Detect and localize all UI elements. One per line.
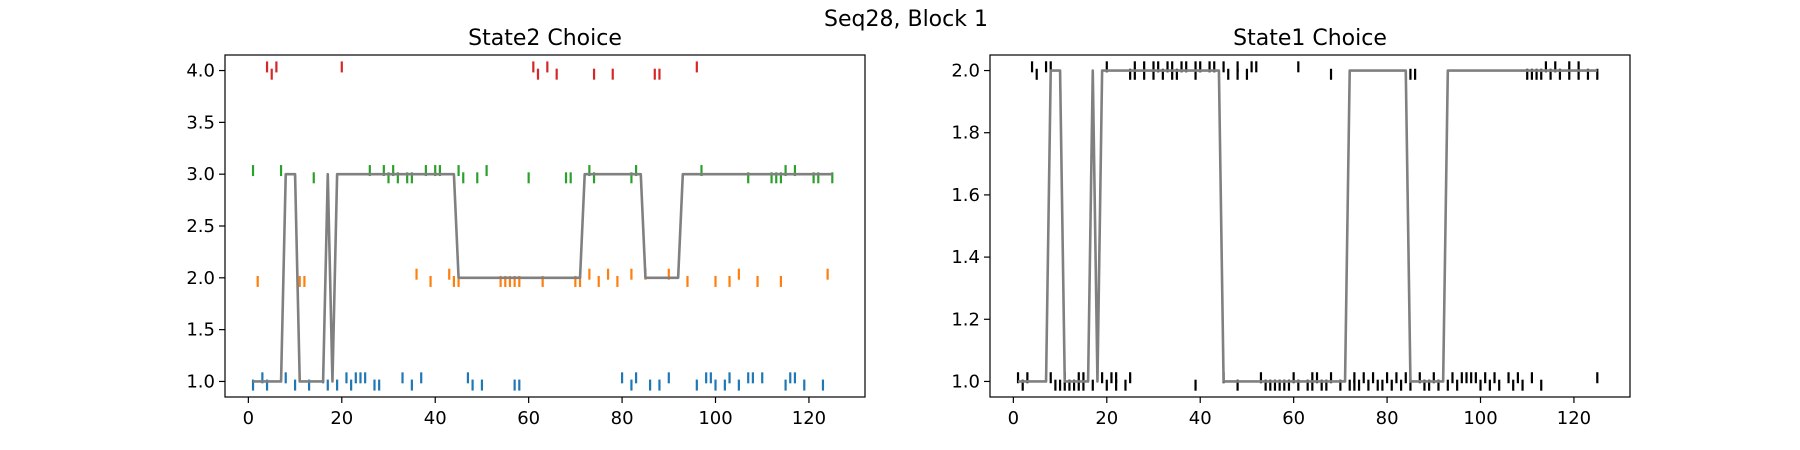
state2-x-tick-label: 60 [517, 408, 540, 429]
state1-y-tick-label: 1.8 [951, 123, 980, 144]
state1-x-tick-label: 0 [1008, 408, 1019, 429]
state1-x-tick-label: 100 [1463, 408, 1497, 429]
state1-state-line [1018, 69, 1598, 383]
state2-x-tick-label: 80 [611, 408, 634, 429]
state2-x-tick-label: 20 [330, 408, 353, 429]
state1-choice-panel: State1 Choice 0 20 40 60 80 100 120 1.0 1.2 1.4 1.6… [951, 26, 1631, 429]
state1-chart-title: State1 Choice [1233, 26, 1387, 51]
state1-y-tick-label: 1.6 [951, 185, 980, 206]
state2-y-tick-label: 3.5 [186, 112, 215, 133]
state2-x-tick-label: 40 [424, 408, 447, 429]
state2-y-tick-label: 2.5 [186, 216, 215, 237]
state1-y-tick-label: 1.0 [951, 371, 980, 392]
state2-y-tick-label: 1.0 [186, 371, 215, 392]
state2-state-line [253, 172, 833, 383]
state2-x-tick-label: 100 [698, 408, 732, 429]
figure-title: Seq28, Block 1 [824, 7, 988, 32]
state2-x-tick-label: 0 [243, 408, 254, 429]
state2-y-tick-label: 3.0 [186, 164, 215, 185]
state2-choice-panel: State2 Choice 0 20 40 60 80 100 120 1.0 1.5 2.0 2.5… [186, 26, 866, 429]
state2-y-tick-label: 1.5 [186, 320, 215, 341]
state1-y-tick-label: 2.0 [951, 61, 980, 82]
state2-axes-frame [224, 54, 866, 398]
state2-x-tick-label: 120 [792, 408, 826, 429]
state2-y-tick-label: 2.0 [186, 268, 215, 289]
state1-axes-frame [989, 54, 1631, 398]
state1-x-tick-label: 20 [1095, 408, 1118, 429]
state2-chart-title: State2 Choice [468, 26, 622, 51]
state1-x-tick-label: 80 [1376, 408, 1399, 429]
state1-x-tick-label: 40 [1189, 408, 1212, 429]
state1-y-tick-label: 1.2 [951, 309, 980, 330]
state1-x-tick-label: 120 [1557, 408, 1591, 429]
state2-y-tick-label: 4.0 [186, 61, 215, 82]
state1-y-tick-label: 1.4 [951, 247, 980, 268]
state1-x-tick-label: 60 [1282, 408, 1305, 429]
